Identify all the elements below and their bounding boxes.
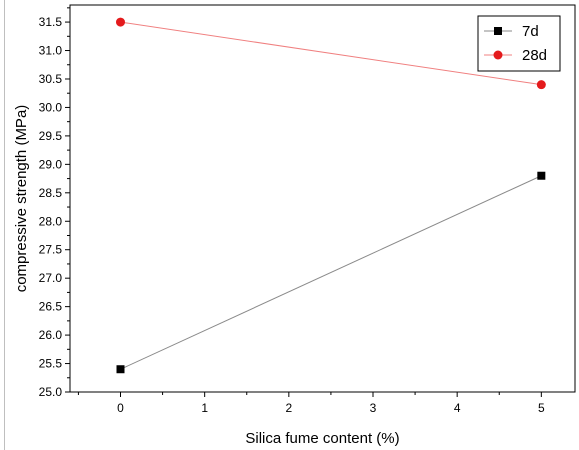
data-point-7d (116, 365, 125, 374)
data-point-28d (536, 80, 546, 90)
x-axis-ticks: 0 1 2 3 4 5 (77, 392, 545, 415)
y-tick-label: 28.0 (39, 214, 63, 228)
series-line-7d (120, 175, 542, 370)
series-line-28d (120, 21, 542, 86)
data-point-7d (537, 171, 546, 180)
y-tick-label: 29.0 (39, 157, 63, 171)
legend-label-28d: 28d (522, 47, 547, 64)
y-axis-ticks: 25.0 25.5 26.0 26.5 27.0 27.5 28.0 28.5 29.0 29.5… (39, 7, 70, 399)
legend-label-7d: 7d (522, 23, 539, 40)
x-tick-label: 2 (285, 401, 292, 415)
y-tick-label: 27.0 (39, 271, 63, 285)
x-tick-label: 1 (201, 401, 208, 415)
y-tick-label: 27.5 (39, 243, 63, 257)
y-tick-label: 30.0 (39, 100, 63, 114)
x-tick-label: 5 (538, 401, 545, 415)
y-tick-label: 26.0 (39, 328, 63, 342)
x-tick-label: 4 (454, 401, 461, 415)
y-tick-label: 30.5 (39, 72, 63, 86)
y-tick-label: 28.5 (39, 186, 63, 200)
x-tick-label: 0 (117, 401, 124, 415)
y-tick-label: 31.5 (39, 15, 63, 29)
y-tick-label: 31.0 (39, 44, 63, 58)
series-layer (116, 17, 546, 374)
legend-box (477, 15, 561, 72)
legend-marker-7d (494, 27, 502, 35)
x-axis-title: Silica fume content (%) (245, 430, 399, 447)
x-tick-label: 3 (370, 401, 377, 415)
y-tick-label: 26.5 (39, 300, 63, 314)
plot-area-border (69, 4, 576, 393)
y-tick-label: 29.5 (39, 129, 63, 143)
y-tick-label: 25.5 (39, 357, 63, 371)
data-point-28d (116, 17, 125, 27)
y-axis-title: compressive strength (MPa) (13, 105, 30, 293)
legend-marker-28d (493, 50, 503, 60)
y-tick-label: 25.0 (39, 385, 63, 399)
